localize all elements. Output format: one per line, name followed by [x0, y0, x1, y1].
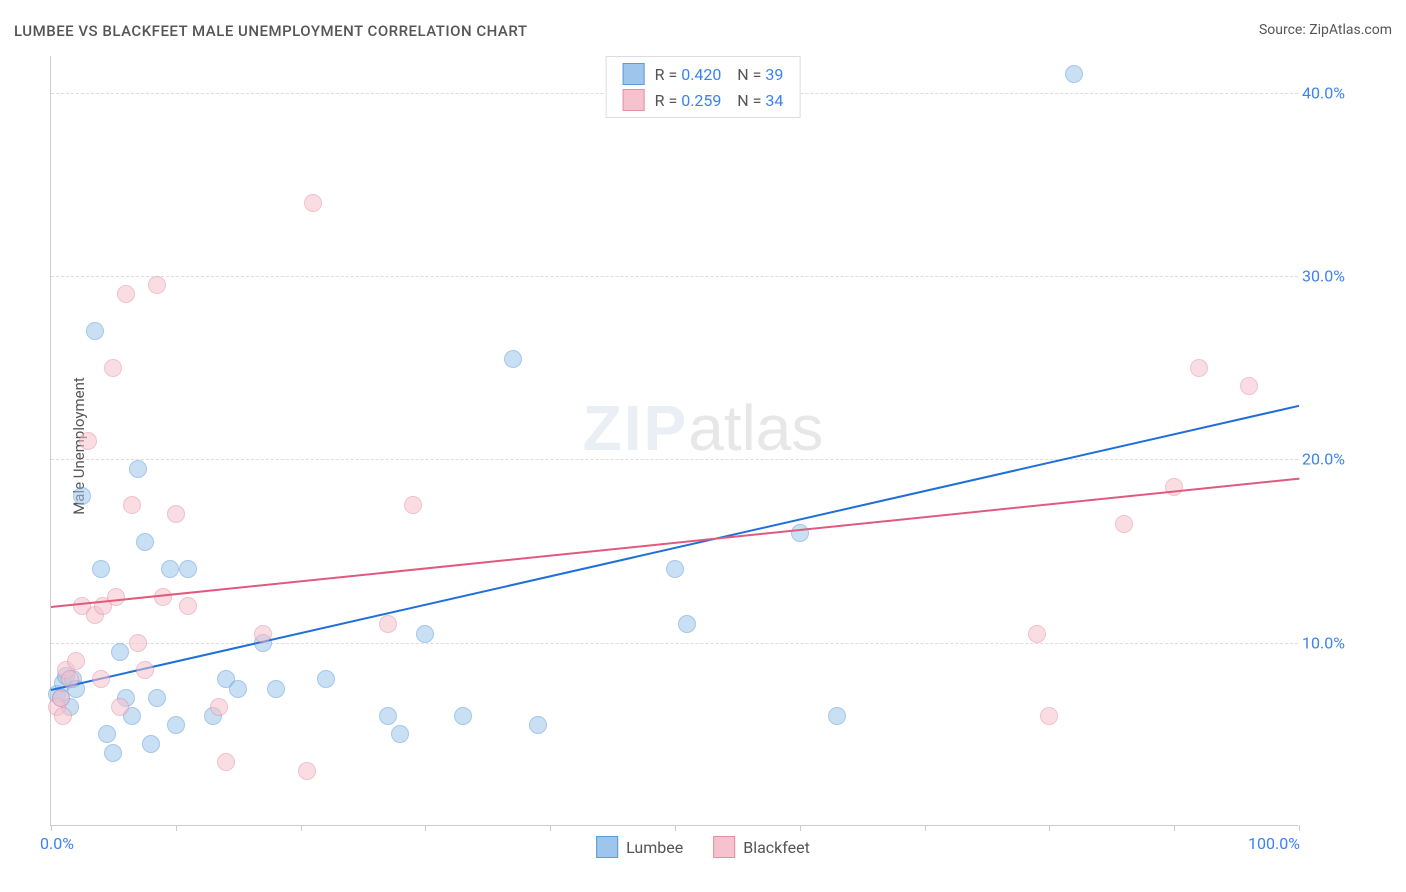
data-point: [317, 670, 335, 688]
source-attribution: Source: ZipAtlas.com: [1259, 22, 1392, 38]
x-tick-label: 100.0%: [1248, 834, 1300, 853]
data-point: [167, 505, 185, 523]
x-tick-label: 0.0%: [40, 834, 74, 853]
legend-stat-row: R = 0.259 N = 34: [623, 89, 784, 111]
legend-series-item[interactable]: Blackfeet: [713, 836, 810, 858]
data-point: [229, 680, 247, 698]
data-point: [148, 689, 166, 707]
data-point: [179, 560, 197, 578]
data-point: [161, 560, 179, 578]
data-point: [107, 588, 125, 606]
chart-title: LUMBEE VS BLACKFEET MALE UNEMPLOYMENT CO…: [14, 22, 527, 40]
gridline: [51, 643, 1298, 644]
data-point: [179, 597, 197, 615]
x-tick: [550, 825, 551, 831]
data-point: [298, 762, 316, 780]
data-point: [504, 350, 522, 368]
x-tick: [675, 825, 676, 831]
data-point: [104, 359, 122, 377]
data-point: [67, 652, 85, 670]
data-point: [666, 560, 684, 578]
legend-swatch: [713, 836, 735, 858]
data-point: [104, 744, 122, 762]
data-point: [1115, 515, 1133, 533]
data-point: [111, 643, 129, 661]
data-point: [1065, 65, 1083, 83]
data-point: [210, 698, 228, 716]
data-point: [136, 533, 154, 551]
data-point: [678, 615, 696, 633]
trend-line: [51, 404, 1299, 690]
legend-series-label: Lumbee: [626, 838, 683, 857]
data-point: [129, 460, 147, 478]
source-label: Source:: [1259, 22, 1309, 38]
data-point: [148, 276, 166, 294]
legend-series-item[interactable]: Lumbee: [596, 836, 683, 858]
data-point: [254, 625, 272, 643]
data-point: [391, 725, 409, 743]
x-tick: [425, 825, 426, 831]
data-point: [379, 707, 397, 725]
legend-stat-text: R = 0.259 N = 34: [655, 91, 784, 110]
data-point: [791, 524, 809, 542]
data-point: [86, 322, 104, 340]
gridline: [51, 276, 1298, 277]
data-point: [142, 735, 160, 753]
data-point: [404, 496, 422, 514]
data-point: [267, 680, 285, 698]
correlation-legend: R = 0.420 N = 39 R = 0.259 N = 34: [606, 56, 801, 118]
x-tick: [800, 825, 801, 831]
series-legend: Lumbee Blackfeet: [596, 836, 810, 858]
data-point: [304, 194, 322, 212]
x-tick: [925, 825, 926, 831]
data-point: [529, 716, 547, 734]
y-tick-label: 30.0%: [1302, 267, 1345, 286]
legend-swatch: [623, 89, 645, 111]
data-point: [73, 487, 91, 505]
gridline: [51, 459, 1298, 460]
data-point: [111, 698, 129, 716]
data-point: [379, 615, 397, 633]
data-point: [92, 670, 110, 688]
data-point: [1190, 359, 1208, 377]
data-point: [117, 285, 135, 303]
x-tick: [1174, 825, 1175, 831]
data-point: [92, 560, 110, 578]
x-tick: [301, 825, 302, 831]
data-point: [1040, 707, 1058, 725]
source-link[interactable]: ZipAtlas.com: [1309, 22, 1392, 38]
legend-stat-row: R = 0.420 N = 39: [623, 63, 784, 85]
data-point: [1028, 625, 1046, 643]
y-tick-label: 10.0%: [1302, 633, 1345, 652]
data-point: [167, 716, 185, 734]
y-tick-label: 20.0%: [1302, 450, 1345, 469]
x-tick: [1299, 825, 1300, 831]
data-point: [416, 625, 434, 643]
data-point: [123, 496, 141, 514]
x-tick: [176, 825, 177, 831]
data-point: [61, 670, 79, 688]
data-point: [52, 689, 70, 707]
data-point: [454, 707, 472, 725]
legend-swatch: [596, 836, 618, 858]
data-point: [828, 707, 846, 725]
data-point: [98, 725, 116, 743]
trend-line: [51, 478, 1299, 608]
legend-swatch: [623, 63, 645, 85]
legend-series-label: Blackfeet: [743, 838, 810, 857]
x-tick: [51, 825, 52, 831]
data-point: [79, 432, 97, 450]
data-point: [129, 634, 147, 652]
scatter-plot: [50, 56, 1298, 826]
data-point: [1240, 377, 1258, 395]
data-point: [136, 661, 154, 679]
legend-stat-text: R = 0.420 N = 39: [655, 65, 784, 84]
y-tick-label: 40.0%: [1302, 83, 1345, 102]
data-point: [54, 707, 72, 725]
x-tick: [1049, 825, 1050, 831]
data-point: [217, 753, 235, 771]
